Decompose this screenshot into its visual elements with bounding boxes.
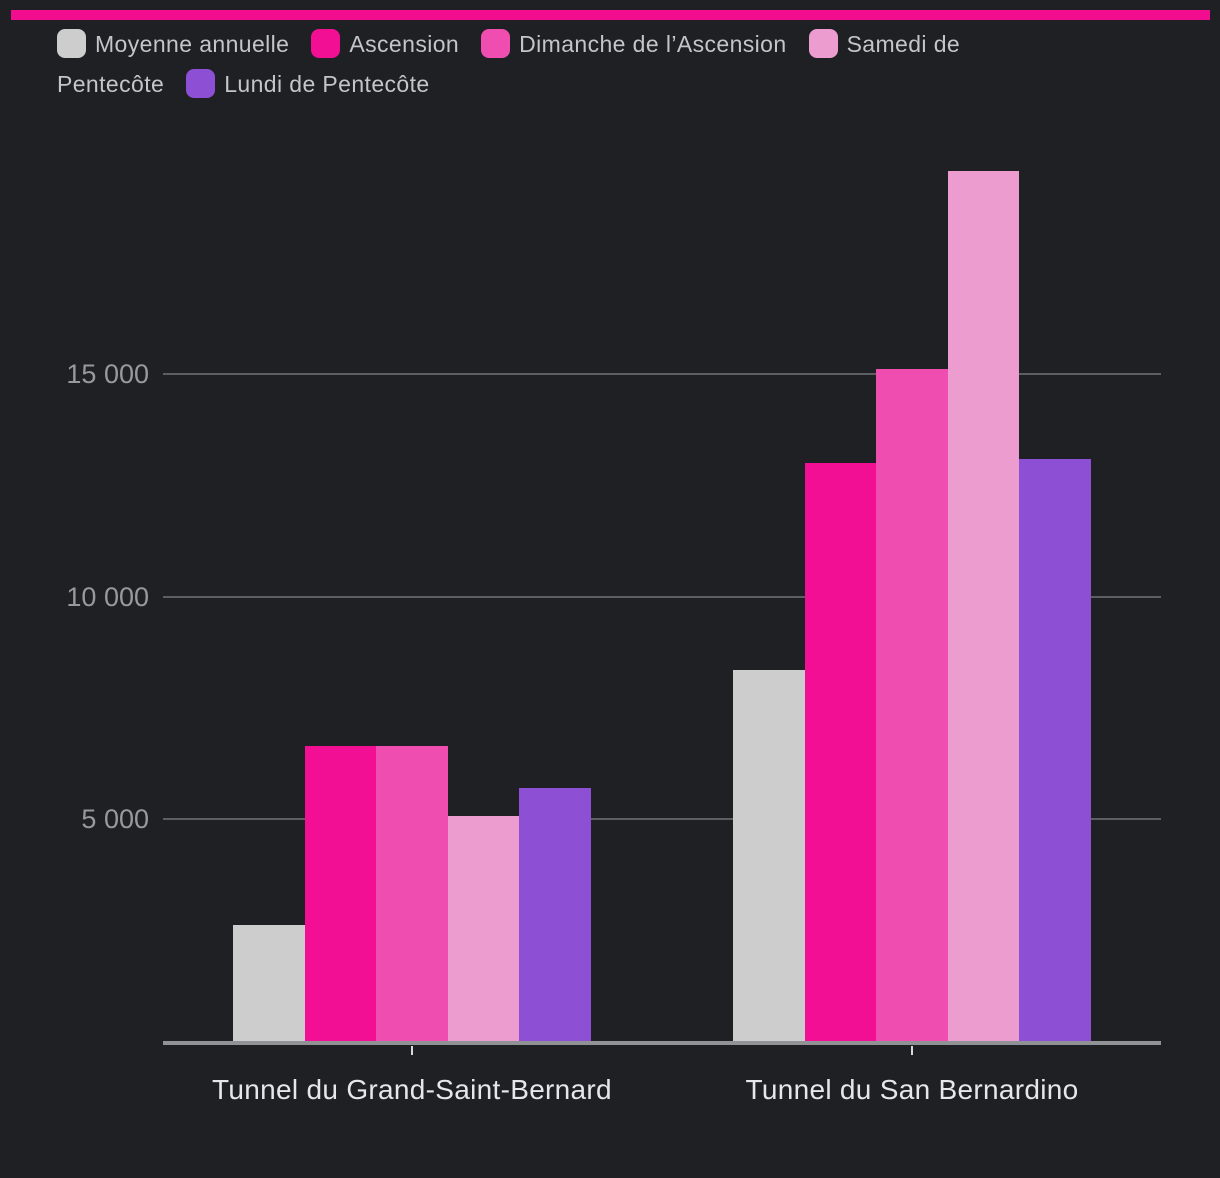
bar-grand-saint-bernard-series-4[interactable] xyxy=(519,788,591,1042)
legend-item[interactable]: Moyenne annuelle xyxy=(57,29,290,59)
legend-swatch-icon xyxy=(186,69,216,99)
bar-grand-saint-bernard-series-2[interactable] xyxy=(376,745,448,1042)
gridline-15000 xyxy=(163,372,1161,375)
legend-item-label: Lundi de Pentecôte xyxy=(224,71,430,97)
legend-item-label: Dimanche de l’Ascension xyxy=(519,31,787,57)
bar-grand-saint-bernard-series-1[interactable] xyxy=(304,745,377,1042)
bar-san-bernardino-series-2[interactable] xyxy=(876,369,948,1042)
y-axis-tick-label: 15 000 xyxy=(66,358,149,389)
legend-swatch-icon xyxy=(311,29,341,59)
legend-item-label: Ascension xyxy=(349,31,460,57)
legend-item[interactable]: Lundi de Pentecôte xyxy=(186,69,430,99)
x-axis-tick xyxy=(911,1046,913,1055)
legend-swatch-icon xyxy=(57,29,86,59)
chart-legend: Moyenne annuelle Ascension Dimanche de l’A… xyxy=(57,24,1017,104)
legend-swatch-icon xyxy=(808,29,838,59)
legend-item[interactable]: Ascension xyxy=(311,29,460,59)
legend-item[interactable]: Samedi de Pentecôte xyxy=(57,29,961,97)
accent-strip xyxy=(11,10,1210,20)
x-axis-line xyxy=(163,1041,1161,1045)
bar-san-bernardino-series-4[interactable] xyxy=(1019,458,1091,1042)
y-axis-tick-label: 10 000 xyxy=(66,581,149,612)
legend-item-label: Moyenne annuelle xyxy=(95,31,290,57)
x-category-label-san-bernardino: Tunnel du San Bernardino xyxy=(745,1074,1079,1105)
bar-grand-saint-bernard-series-3[interactable] xyxy=(447,816,520,1042)
gridline-10000 xyxy=(163,595,1161,598)
legend-swatch-icon xyxy=(481,29,511,59)
x-axis-tick xyxy=(411,1046,413,1055)
legend-item[interactable]: Dimanche de l’Ascension xyxy=(481,29,787,59)
gridline-5000 xyxy=(163,818,1161,821)
bar-san-bernardino-series-1[interactable] xyxy=(804,462,877,1042)
bar-grand-saint-bernard-series-0[interactable] xyxy=(233,925,305,1042)
legend-item-label: Samedi de Pentecôte xyxy=(57,31,961,97)
bar-san-bernardino-series-0[interactable] xyxy=(733,670,805,1042)
y-axis-tick-label: 5 000 xyxy=(81,804,149,835)
bar-san-bernardino-series-3[interactable] xyxy=(947,171,1020,1042)
x-category-label-grand-saint-bernard: Tunnel du Grand-Saint-Bernard xyxy=(212,1074,612,1105)
